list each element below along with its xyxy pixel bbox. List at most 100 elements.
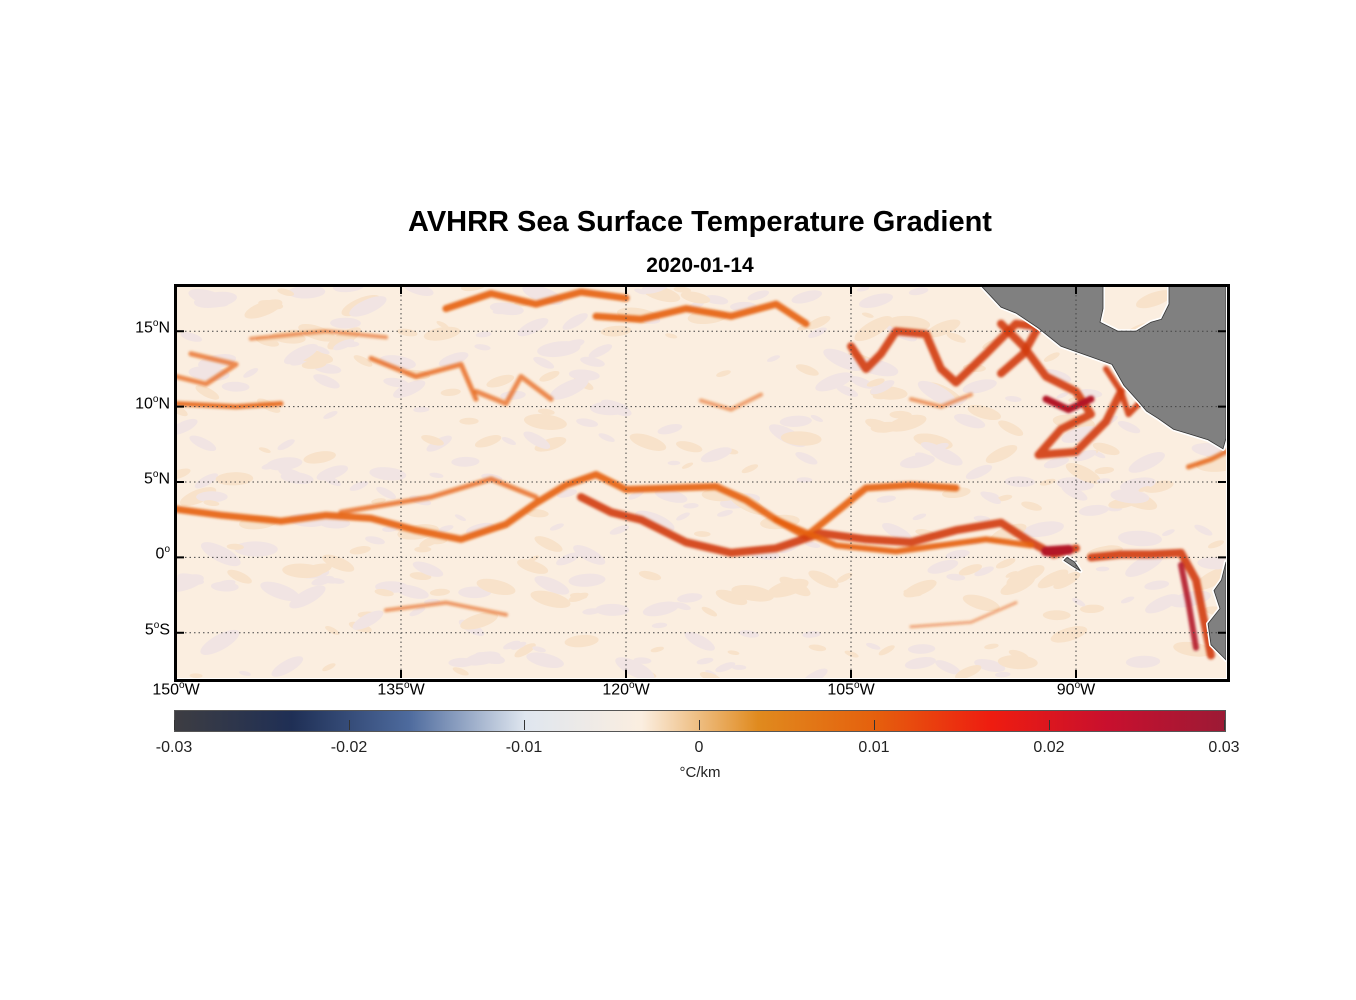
texture-patch xyxy=(177,573,204,585)
texture-patch xyxy=(715,662,736,673)
texture-patch xyxy=(476,578,516,596)
texture-patch xyxy=(330,317,361,329)
gradient-front xyxy=(592,300,810,328)
texture-patch xyxy=(413,406,430,413)
texture-patch xyxy=(600,399,632,417)
texture-patch xyxy=(526,652,564,668)
texture-patch xyxy=(568,592,589,603)
texture-patch xyxy=(955,665,982,678)
texture-patch xyxy=(876,495,896,503)
texture-patch xyxy=(962,379,997,394)
texture-patch xyxy=(176,468,191,480)
texture-patch xyxy=(887,315,931,332)
texture-patch xyxy=(409,607,426,617)
texture-patch xyxy=(615,657,655,678)
texture-patch xyxy=(280,471,314,485)
texture-patch xyxy=(454,514,466,522)
texture-patch xyxy=(806,315,831,330)
texture-patch xyxy=(967,404,1002,421)
texture-patch xyxy=(657,424,683,435)
texture-patch xyxy=(1037,569,1069,589)
texture-patch xyxy=(325,625,340,635)
texture-patch xyxy=(320,576,339,584)
texture-patch xyxy=(965,464,993,480)
texture-patch xyxy=(282,563,324,579)
texture-patch xyxy=(974,566,994,577)
texture-patch xyxy=(423,326,461,341)
colorbar-tick-label: -0.03 xyxy=(155,739,193,756)
texture-patch xyxy=(200,629,240,655)
texture-patch xyxy=(1125,552,1165,577)
gradient-front xyxy=(442,288,630,313)
texture-patch xyxy=(808,327,827,338)
texture-patch xyxy=(600,325,632,337)
texture-patch xyxy=(974,658,1006,673)
texture-patch xyxy=(990,523,1027,543)
longitude-label: 105oW xyxy=(827,680,875,699)
texture-patch xyxy=(258,447,271,453)
texture-patch xyxy=(1078,504,1109,516)
texture-patch xyxy=(795,452,818,465)
texture-patch xyxy=(393,380,426,398)
texture-patch xyxy=(904,656,936,670)
texture-patch xyxy=(369,467,407,481)
texture-patch xyxy=(1061,426,1098,443)
texture-patch xyxy=(289,585,326,609)
texture-patch xyxy=(277,288,295,296)
gradient-front xyxy=(368,355,479,402)
texture-patch xyxy=(568,369,600,381)
texture-patch xyxy=(365,536,385,545)
texture-patch xyxy=(1162,529,1175,536)
texture-patch xyxy=(638,570,662,581)
texture-patch xyxy=(283,343,319,365)
texture-patch xyxy=(739,630,760,638)
texture-patch xyxy=(189,673,203,678)
texture-patch xyxy=(260,581,300,602)
texture-patch xyxy=(595,603,630,616)
texture-patch xyxy=(878,645,895,656)
texture-patch xyxy=(801,668,828,678)
texture-patch xyxy=(629,433,667,451)
colorbar-tick-mark xyxy=(349,720,350,730)
texture-patch xyxy=(954,413,986,429)
texture-patch xyxy=(1023,521,1064,538)
texture-patch xyxy=(995,558,1016,569)
texture-patch xyxy=(322,663,336,672)
texture-patch xyxy=(1043,457,1069,469)
texture-patch xyxy=(200,542,241,567)
texture-patch xyxy=(353,355,373,367)
texture-patch xyxy=(429,472,444,478)
texture-patch xyxy=(303,451,336,464)
texture-patch xyxy=(189,435,217,452)
texture-patch xyxy=(460,612,498,630)
texture-patch xyxy=(333,339,355,351)
colorbar-tick-mark xyxy=(1224,720,1225,730)
texture-patch xyxy=(580,356,605,367)
texture-patch xyxy=(985,445,1018,464)
texture-patch xyxy=(215,472,254,486)
texture-patch xyxy=(576,418,599,428)
texture-patch xyxy=(1117,420,1141,434)
texture-patch xyxy=(998,420,1024,436)
texture-patch xyxy=(194,473,219,489)
texture-patch xyxy=(958,564,983,576)
texture-patch xyxy=(271,656,304,677)
texture-patch xyxy=(861,312,874,318)
texture-patch xyxy=(534,575,570,595)
texture-patch xyxy=(1078,389,1103,398)
texture-patch xyxy=(676,441,703,453)
texture-patch xyxy=(180,332,203,342)
texture-patch xyxy=(907,644,936,654)
texture-patch xyxy=(562,313,588,330)
gradient-front xyxy=(338,476,539,515)
texture-patch xyxy=(193,291,238,309)
texture-patch xyxy=(680,291,711,304)
texture-patch xyxy=(1042,369,1072,383)
texture-patch xyxy=(683,503,699,509)
texture-patch xyxy=(261,462,280,470)
texture-patch xyxy=(908,287,929,296)
texture-patch xyxy=(1053,571,1081,590)
texture-patch xyxy=(882,522,913,542)
texture-patch xyxy=(244,299,283,319)
texture-patch xyxy=(412,561,444,577)
